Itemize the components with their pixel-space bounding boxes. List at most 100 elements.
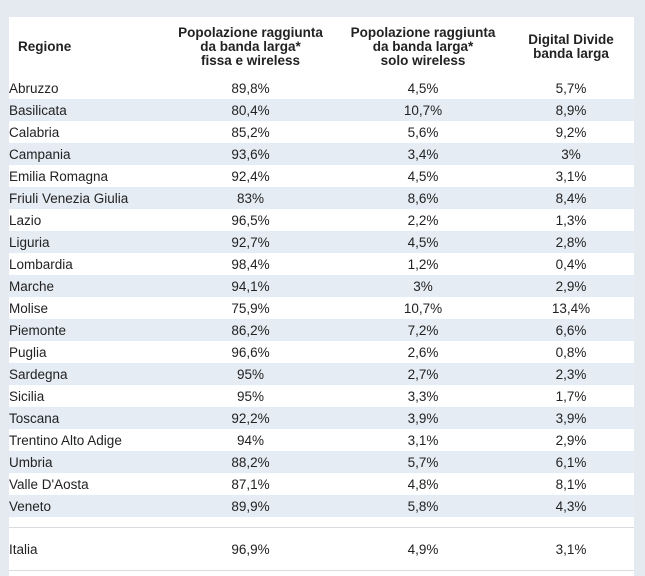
bottom-separator xyxy=(9,570,634,571)
total-separator-cell xyxy=(9,527,634,528)
row-solo-wireless: 10,7% xyxy=(403,300,443,316)
row-region: Lombardia xyxy=(9,256,73,272)
row-digital-divide: 1,3% xyxy=(555,212,587,228)
total-region: Italia xyxy=(9,541,38,557)
header-solo-wireless: Popolazione raggiunta da banda larga* so… xyxy=(338,17,508,77)
row-fissa-wireless: 88,2% xyxy=(163,451,338,473)
table-panel: Regione Popolazione raggiunta da banda l… xyxy=(9,17,634,576)
row-region: Piemonte xyxy=(9,319,163,341)
row-region: Friuli Venezia Giulia xyxy=(9,187,163,209)
row-digital-divide: 8,1% xyxy=(555,476,587,492)
row-fissa-wireless: 96,6% xyxy=(231,344,270,360)
row-digital-divide: 13,4% xyxy=(551,300,591,316)
table-row: Molise 75,9% 10,7% 13,4% xyxy=(9,297,634,319)
table-row: Calabria 85,2% 5,6% 9,2% xyxy=(9,121,634,143)
table-row: Umbria 88,2% 5,7% 6,1% xyxy=(9,451,634,473)
row-fissa-wireless: 92,4% xyxy=(231,168,270,184)
row-fissa-wireless: 86,2% xyxy=(163,319,338,341)
spacer xyxy=(9,517,634,528)
spacer-cell xyxy=(9,517,634,528)
row-solo-wireless: 3,3% xyxy=(407,388,439,404)
row-fissa-wireless: 94,1% xyxy=(163,275,338,297)
row-region: Molise xyxy=(9,300,49,316)
table-row: Valle D'Aosta 87,1% 4,8% 8,1% xyxy=(9,473,634,495)
row-solo-wireless: 3,4% xyxy=(338,143,508,165)
row-digital-divide: 8,9% xyxy=(508,99,634,121)
row-solo-wireless: 5,7% xyxy=(338,451,508,473)
row-region: Toscana xyxy=(9,407,163,429)
table-row: Piemonte 86,2% 7,2% 6,6% xyxy=(9,319,634,341)
table-row: Veneto 89,9% 5,8% 4,3% xyxy=(9,495,634,517)
row-fissa-wireless: 89,8% xyxy=(231,80,270,96)
total-separator xyxy=(9,527,634,528)
header-line: da banda larga* xyxy=(372,39,474,54)
table-row: Lombardia 98,4% 1,2% 0,4% xyxy=(9,253,634,275)
header-row: Regione Popolazione raggiunta da banda l… xyxy=(9,17,634,77)
row-digital-divide: 8,4% xyxy=(508,187,634,209)
row-digital-divide: 9,2% xyxy=(555,124,587,140)
row-region: Sardegna xyxy=(9,363,163,385)
row-digital-divide: 3% xyxy=(508,143,634,165)
header-line: Popolazione raggiunta xyxy=(178,25,323,40)
row-fissa-wireless: 89,9% xyxy=(163,495,338,517)
row-fissa-wireless: 85,2% xyxy=(231,124,270,140)
header-line: banda larga xyxy=(533,46,609,61)
table-row: Sicilia 95% 3,3% 1,7% xyxy=(9,385,634,407)
header-line: solo wireless xyxy=(380,53,466,68)
row-region: Calabria xyxy=(9,124,60,140)
total-solo-wireless: 4,9% xyxy=(407,541,439,557)
row-solo-wireless: 2,6% xyxy=(407,344,439,360)
table-row: Sardegna 95% 2,7% 2,3% xyxy=(9,363,634,385)
row-region: Valle D'Aosta xyxy=(9,476,89,492)
table-row: Basilicata 80,4% 10,7% 8,9% xyxy=(9,99,634,121)
table-row: Emilia Romagna 92,4% 4,5% 3,1% xyxy=(9,165,634,187)
row-solo-wireless: 5,8% xyxy=(338,495,508,517)
row-digital-divide: 3,1% xyxy=(555,168,587,184)
table-row: Puglia 96,6% 2,6% 0,8% xyxy=(9,341,634,363)
row-fissa-wireless: 98,4% xyxy=(231,256,270,272)
row-digital-divide: 1,7% xyxy=(555,388,587,404)
row-solo-wireless: 5,6% xyxy=(407,124,439,140)
row-solo-wireless: 8,6% xyxy=(338,187,508,209)
row-region: Basilicata xyxy=(9,99,163,121)
row-digital-divide: 2,9% xyxy=(555,432,587,448)
total-digital-divide: 3,1% xyxy=(555,541,587,557)
row-solo-wireless: 4,5% xyxy=(338,231,508,253)
row-digital-divide: 2,8% xyxy=(508,231,634,253)
row-region: Lazio xyxy=(9,212,42,228)
row-solo-wireless: 3% xyxy=(338,275,508,297)
row-solo-wireless: 10,7% xyxy=(338,99,508,121)
header-line: Popolazione raggiunta xyxy=(350,25,496,40)
row-digital-divide: 3,9% xyxy=(508,407,634,429)
row-region: Emilia Romagna xyxy=(9,168,109,184)
row-fissa-wireless: 95% xyxy=(163,363,338,385)
header-line: Digital Divide xyxy=(528,32,614,47)
table-row: Toscana 92,2% 3,9% 3,9% xyxy=(9,407,634,429)
row-digital-divide: 5,7% xyxy=(555,80,587,96)
row-region: Trentino Alto Adige xyxy=(9,432,122,448)
total-row: Italia 96,9% 4,9% 3,1% xyxy=(9,528,634,571)
bottom-separator-cell xyxy=(9,570,634,571)
row-digital-divide: 6,1% xyxy=(508,451,634,473)
row-region: Liguria xyxy=(9,231,163,253)
row-digital-divide: 6,6% xyxy=(508,319,634,341)
table-row: Friuli Venezia Giulia 83% 8,6% 8,4% xyxy=(9,187,634,209)
table-row: Trentino Alto Adige 94% 3,1% 2,9% xyxy=(9,429,634,451)
header-fissa-wireless: Popolazione raggiunta da banda larga* fi… xyxy=(163,17,338,77)
row-fissa-wireless: 94% xyxy=(236,432,265,448)
header-line: da banda larga* xyxy=(200,39,301,54)
row-digital-divide: 0,8% xyxy=(555,344,587,360)
row-digital-divide: 2,3% xyxy=(508,363,634,385)
row-region: Veneto xyxy=(9,495,163,517)
total-fissa-wireless: 96,9% xyxy=(231,541,270,557)
table-row: Lazio 96,5% 2,2% 1,3% xyxy=(9,209,634,231)
row-fissa-wireless: 83% xyxy=(163,187,338,209)
row-region: Campania xyxy=(9,143,163,165)
row-fissa-wireless: 96,5% xyxy=(231,212,270,228)
table-body: Abruzzo 89,8% 4,5% 5,7% Basilicata 80,4% 10,7%… xyxy=(9,77,634,571)
row-solo-wireless: 2,2% xyxy=(407,212,439,228)
row-region: Puglia xyxy=(9,344,47,360)
row-digital-divide: 0,4% xyxy=(555,256,587,272)
row-solo-wireless: 2,7% xyxy=(338,363,508,385)
table-row: Liguria 92,7% 4,5% 2,8% xyxy=(9,231,634,253)
